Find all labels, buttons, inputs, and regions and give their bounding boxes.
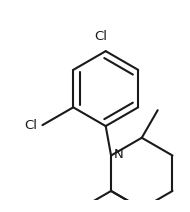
Text: N: N bbox=[114, 148, 124, 161]
Text: Cl: Cl bbox=[24, 119, 37, 132]
Text: Cl: Cl bbox=[94, 30, 107, 43]
